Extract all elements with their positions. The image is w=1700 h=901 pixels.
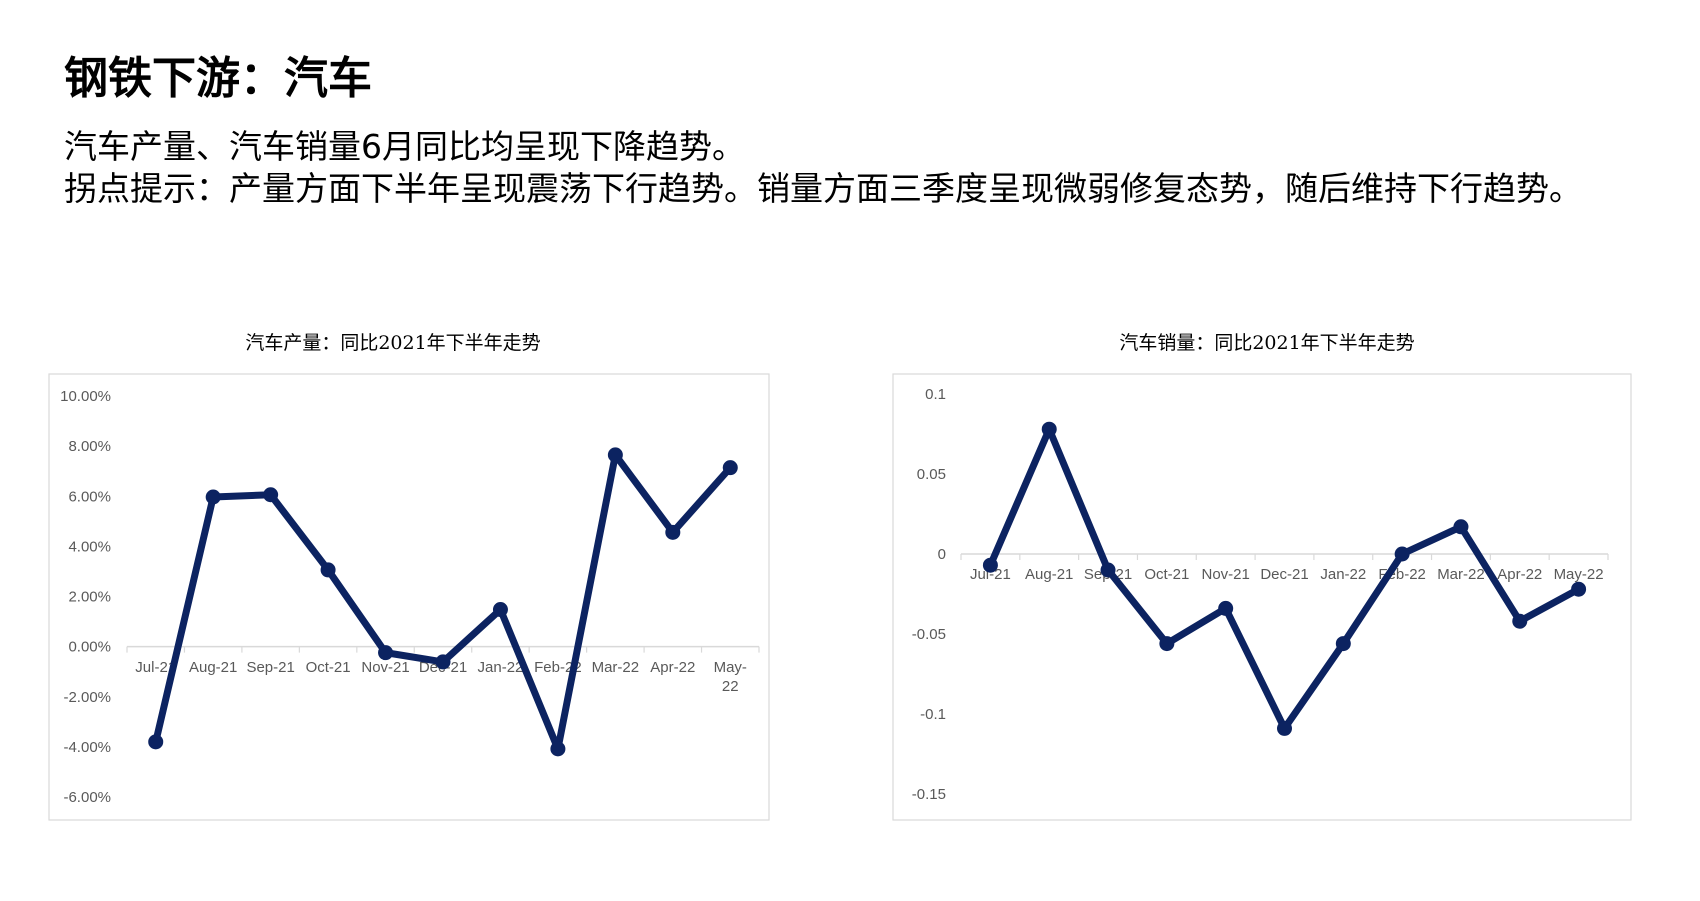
x-tick-label: Aug-21	[189, 659, 237, 676]
y-tick-label: 0.1	[925, 386, 946, 403]
chart-2: 汽车销量：同比2021年下半年走势 0.1 0.05 0 -0.05 -0.1 -0.15 J…	[892, 332, 1632, 821]
data-point	[1335, 636, 1351, 652]
data-point	[1041, 421, 1057, 437]
y-tick-label: 0.00%	[68, 639, 111, 656]
data-point	[1159, 636, 1175, 652]
data-point	[665, 524, 681, 540]
x-tick-label: Jul-21	[135, 659, 176, 676]
y-tick-label: -0.1	[920, 706, 946, 723]
y-tick-label: 6.00%	[68, 488, 111, 505]
data-point	[1453, 519, 1469, 535]
chart-title: 汽车产量：同比2021年下半年走势	[245, 332, 540, 354]
x-tick-label: Jan-22	[1320, 566, 1366, 583]
x-tick-label: Aug-21	[1025, 566, 1073, 583]
y-tick-label: 8.00%	[68, 438, 111, 455]
x-tick-label: Nov-21	[1202, 566, 1250, 583]
chart-frame	[892, 373, 1632, 821]
x-tick-label: May-22	[714, 659, 747, 695]
data-point	[378, 645, 394, 661]
data-point	[607, 447, 623, 463]
y-tick-label: -4.00%	[63, 739, 111, 756]
x-tick-label: Mar-22	[1437, 566, 1485, 583]
data-point	[550, 741, 566, 757]
chart-1: 汽车产量：同比2021年下半年走势 10.00% 8.00% 6.00% 4.00% 2.…	[48, 332, 770, 821]
data-point	[492, 602, 508, 618]
chart-frame	[48, 373, 770, 821]
x-tick-label: Jul-21	[970, 566, 1011, 583]
summary-line-1: 汽车产量、汽车销量6月同比均呈现下降趋势。	[64, 127, 745, 166]
x-tick-label: Jan-22	[478, 659, 524, 676]
y-tick-label: 4.00%	[68, 538, 111, 555]
data-point	[320, 562, 336, 578]
y-tick-label: 0.05	[917, 466, 946, 483]
page-title: 钢铁下游：汽车	[64, 53, 372, 104]
summary-text: 汽车产量、汽车销量6月同比均呈现下降趋势。 拐点提示：产量方面下半年呈现震荡下行…	[64, 126, 1624, 210]
data-point	[205, 489, 221, 505]
data-point	[263, 487, 279, 503]
x-tick-label: Dec-21	[1260, 566, 1308, 583]
data-point	[148, 734, 164, 750]
y-tick-label: 2.00%	[68, 589, 111, 606]
y-tick-label: -2.00%	[63, 689, 111, 706]
y-tick-label: -6.00%	[63, 789, 111, 806]
x-tick-label: Oct-21	[1144, 566, 1189, 583]
data-point	[1100, 562, 1116, 578]
data-point	[982, 557, 998, 573]
x-tick-label: Oct-21	[306, 659, 351, 676]
x-tick-label: Sep-21	[246, 659, 294, 676]
y-tick-label: -0.15	[912, 786, 946, 803]
data-point	[722, 460, 738, 476]
data-point	[1277, 720, 1292, 736]
x-tick-label: Nov-21	[361, 659, 409, 676]
x-tick-label: Apr-22	[1497, 566, 1542, 583]
x-tick-label: Apr-22	[650, 659, 695, 676]
x-tick-label: Mar-22	[592, 659, 640, 676]
y-tick-label: 0	[938, 546, 946, 563]
x-tick-label: May-22	[1554, 566, 1604, 583]
data-point	[1512, 613, 1528, 629]
y-tick-label: 10.00%	[60, 388, 111, 405]
chart-title: 汽车销量：同比2021年下半年走势	[1119, 332, 1414, 354]
data-point	[1571, 581, 1587, 597]
data-point	[435, 654, 451, 670]
summary-line-2: 拐点提示：产量方面下半年呈现震荡下行趋势。销量方面三季度呈现微弱修复态势，随后维…	[64, 169, 1582, 208]
data-point	[1394, 546, 1410, 562]
y-tick-label: -0.05	[912, 626, 946, 643]
data-point	[1218, 600, 1234, 616]
